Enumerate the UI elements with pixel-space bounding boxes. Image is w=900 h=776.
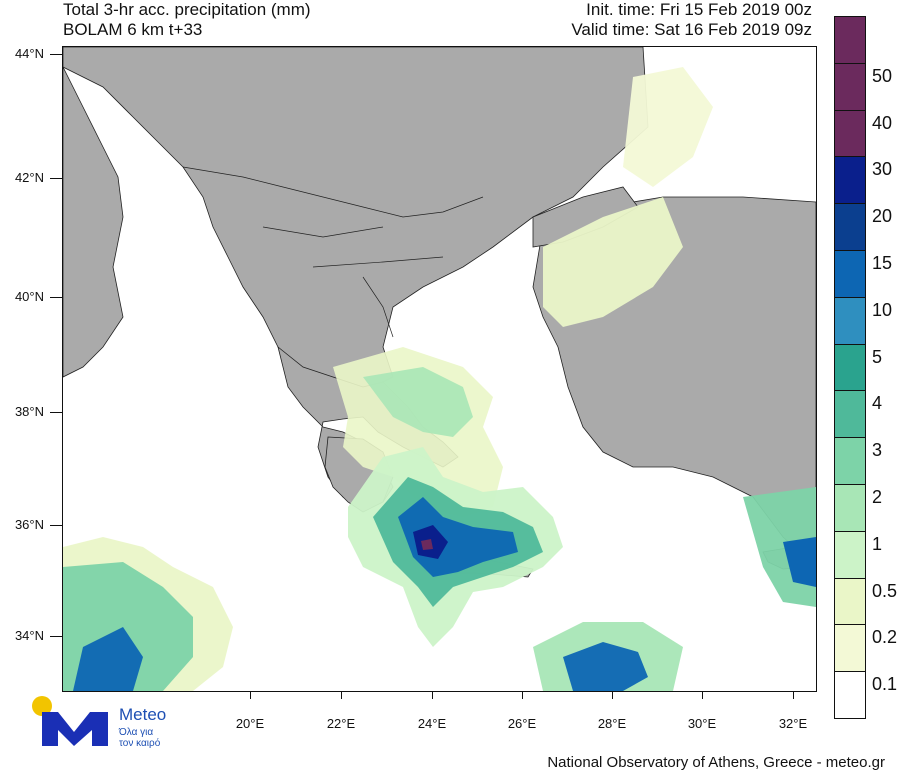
legend-swatch — [834, 250, 866, 298]
country-borders — [182, 166, 484, 338]
legend-label: 1 — [872, 533, 883, 554]
title-line2: BOLAM 6 km t+33 — [63, 20, 203, 39]
legend-swatch — [834, 343, 866, 392]
lat-label: 40°N — [14, 289, 44, 304]
precipitation-map — [62, 46, 817, 692]
legend-swatch — [834, 390, 866, 439]
init-time: Init. time: Fri 15 Feb 2019 00z — [586, 0, 812, 19]
land-italy — [63, 66, 124, 378]
precip-marmara — [543, 197, 683, 327]
lat-tick — [50, 412, 62, 413]
logo-tagline-line2: τον καιρό — [119, 738, 161, 749]
legend-label: 3 — [872, 440, 883, 461]
legend-label: 4 — [872, 393, 883, 414]
legend-label: 0.5 — [872, 580, 898, 601]
lon-tick — [432, 691, 433, 699]
legend-label: 5 — [872, 346, 883, 367]
lon-tick — [250, 691, 251, 699]
precip-cyprus-core — [783, 537, 816, 587]
logo-name: Meteo — [119, 705, 167, 724]
lon-label: 22°E — [326, 716, 356, 731]
lon-tick — [522, 691, 523, 699]
legend-swatch — [834, 156, 866, 205]
footer-credit: National Observatory of Athens, Greece -… — [547, 754, 885, 771]
lat-label: 34°N — [14, 628, 44, 643]
precip-aegean-mid — [363, 367, 473, 437]
lat-tick — [50, 178, 62, 179]
lat-tick — [50, 525, 62, 526]
legend-swatch — [834, 203, 866, 251]
legend-label: 15 — [872, 253, 893, 273]
legend-label: 0.2 — [872, 627, 898, 648]
legend-swatch — [834, 62, 866, 111]
legend-label: 0.1 — [872, 674, 898, 695]
legend-swatch — [834, 16, 866, 64]
legend-label: 50 — [872, 65, 893, 86]
map-title: Total 3-hr acc. precipitation (mm) BOLAM… — [63, 0, 311, 40]
precip-blacksea — [623, 67, 713, 187]
lon-label: 32°E — [778, 716, 808, 731]
lon-tick — [612, 691, 613, 699]
precip-crete-peak — [421, 539, 433, 550]
legend-label: 2 — [872, 487, 883, 507]
legend-swatch — [834, 484, 866, 532]
legend-swatch — [834, 671, 866, 719]
legend-swatch — [834, 624, 866, 673]
title-line1: Total 3-hr acc. precipitation (mm) — [63, 0, 311, 19]
lon-label: 30°E — [687, 716, 717, 731]
lon-label: 26°E — [507, 716, 537, 731]
lon-tick — [702, 691, 703, 699]
precip-libya-core — [73, 627, 143, 691]
legend-label: 10 — [872, 299, 893, 320]
lat-label: 44°N — [14, 46, 44, 61]
lon-label: 28°E — [597, 716, 627, 731]
legend-label: 20 — [872, 206, 893, 227]
lat-label: 38°N — [14, 404, 44, 419]
lat-label: 36°N — [14, 517, 44, 532]
meteo-logo — [32, 696, 108, 746]
logo-sun-icon — [32, 696, 52, 716]
lon-tick — [793, 691, 794, 699]
valid-time: Valid time: Sat 16 Feb 2019 09z — [571, 20, 812, 39]
legend-label: 30 — [872, 159, 893, 180]
lat-label: 42°N — [14, 170, 44, 185]
lon-label: 24°E — [417, 716, 447, 731]
precip-se-med-core — [563, 642, 648, 691]
lat-tick — [50, 636, 62, 637]
legend-swatch — [834, 577, 866, 626]
legend-swatch — [834, 530, 866, 579]
lon-tick — [341, 691, 342, 699]
lat-tick — [50, 54, 62, 55]
legend-swatch — [834, 109, 866, 158]
logo-m-icon — [42, 712, 108, 746]
legend-swatch — [834, 296, 866, 345]
legend-swatch — [834, 437, 866, 485]
lon-label: 20°E — [235, 716, 265, 731]
logo-tagline: Όλα για τον καιρό — [119, 727, 160, 749]
time-info: Init. time: Fri 15 Feb 2019 00z Valid ti… — [571, 0, 812, 40]
map-canvas — [63, 47, 816, 691]
logo-tagline-line1: Όλα για — [119, 727, 154, 738]
lat-tick — [50, 297, 62, 298]
legend-label: 40 — [872, 112, 893, 133]
